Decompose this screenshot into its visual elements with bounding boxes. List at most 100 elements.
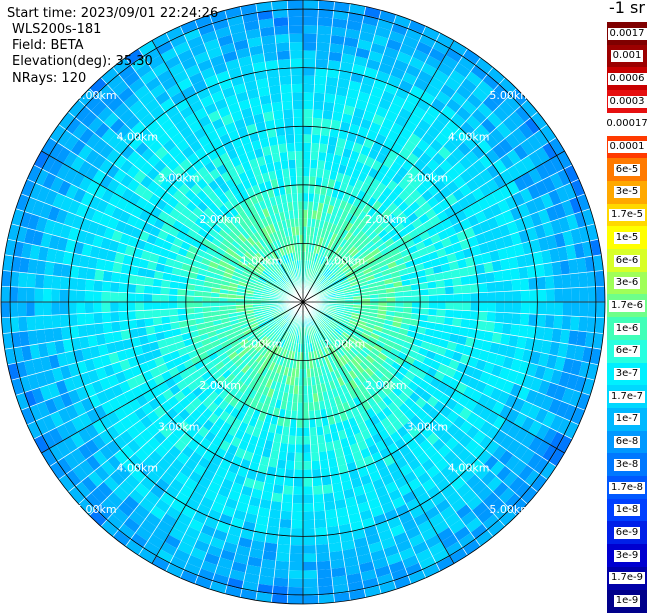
data-cell	[596, 286, 605, 302]
data-cell	[420, 302, 429, 309]
data-cell	[285, 134, 294, 143]
data-cell	[303, 151, 311, 160]
data-cell	[161, 287, 170, 295]
data-cell	[321, 476, 331, 486]
data-cell	[296, 419, 303, 428]
data-cell	[477, 273, 487, 283]
data-cell	[298, 201, 303, 210]
data-cell	[329, 43, 343, 53]
data-cell	[43, 315, 52, 329]
data-cell	[144, 285, 153, 294]
data-cell	[288, 578, 303, 587]
data-cell	[283, 109, 294, 118]
data-cell	[288, 435, 296, 444]
data-cell	[52, 315, 61, 329]
data-cell	[571, 288, 580, 302]
data-cell	[186, 296, 195, 302]
data-cell	[284, 477, 294, 486]
data-cell	[504, 302, 513, 313]
data-cell	[485, 272, 495, 283]
data-cell	[269, 509, 281, 519]
data-cell	[119, 320, 129, 330]
data-cell	[395, 302, 404, 307]
data-cell	[521, 302, 530, 314]
data-cell	[291, 67, 303, 76]
data-cell	[303, 59, 316, 68]
data-cell	[325, 85, 337, 95]
data-cell	[303, 42, 317, 51]
data-cell	[53, 327, 63, 341]
data-cell	[404, 296, 413, 302]
colorbar-tick-label: 6e-6	[614, 255, 641, 267]
data-cell	[317, 577, 332, 587]
data-cell	[275, 561, 289, 570]
data-cell	[387, 297, 396, 302]
data-cell	[135, 284, 144, 293]
data-cell	[328, 52, 342, 62]
data-cell	[478, 311, 487, 321]
data-cell	[436, 287, 445, 295]
colorbar-tick-label: 3e-6	[614, 277, 641, 289]
data-cell	[161, 309, 170, 317]
data-cell	[325, 509, 337, 519]
data-cell	[303, 185, 309, 194]
data-cell	[303, 545, 316, 554]
colorbar-tick-label: 3e-8	[614, 459, 641, 471]
ring-label: 1.00km	[241, 255, 283, 268]
data-cell	[314, 511, 326, 520]
data-cell	[518, 267, 528, 280]
data-cell	[303, 210, 308, 219]
data-cell	[35, 288, 44, 302]
data-cell	[268, 77, 281, 87]
nrays-label: NRays: 120	[12, 71, 86, 87]
data-cell	[273, 577, 288, 587]
data-cell	[404, 302, 413, 308]
data-cell	[194, 296, 203, 302]
data-cell	[287, 595, 303, 604]
data-cell	[487, 282, 496, 293]
colorbar-tick-label: 0.0017	[608, 28, 647, 40]
data-cell	[546, 289, 555, 302]
data-cell	[420, 295, 429, 302]
data-cell	[296, 436, 303, 445]
data-cell	[273, 17, 288, 27]
data-cell	[103, 271, 113, 282]
data-cell	[518, 325, 528, 338]
data-cell	[110, 312, 119, 323]
data-cell	[538, 289, 547, 302]
start-time-label: Start time: 2023/09/01 22:24:26	[7, 6, 218, 22]
data-cell	[445, 302, 454, 310]
data-cell	[152, 294, 161, 302]
data-cell	[453, 285, 462, 294]
data-cell	[321, 118, 331, 128]
data-cell	[310, 151, 318, 160]
data-cell	[265, 60, 279, 70]
data-cell	[135, 293, 144, 302]
data-cell	[314, 93, 325, 102]
data-cell	[303, 428, 310, 437]
colorbar-tick-label: 0.00017	[604, 118, 647, 130]
ring-label: 3.00km	[406, 420, 448, 433]
data-cell	[294, 134, 303, 143]
data-cell	[280, 511, 292, 520]
data-cell	[274, 118, 284, 128]
data-cell	[280, 84, 292, 93]
ring-label: 4.00km	[116, 462, 158, 475]
data-cell	[428, 309, 437, 316]
colorbar-tick-label: 1e-5	[614, 232, 641, 244]
data-cell	[562, 316, 571, 330]
data-cell	[292, 92, 303, 101]
data-cell	[310, 168, 317, 177]
colorbar-tick-label: 1.7e-6	[609, 300, 645, 312]
colorbar-tick-label: 1e-9	[614, 595, 641, 607]
colorbar-tick-label: 6e-8	[614, 436, 641, 448]
data-cell	[292, 495, 303, 504]
data-cell	[287, 0, 303, 9]
data-cell	[303, 168, 310, 177]
data-cell	[270, 501, 282, 511]
data-cell	[315, 536, 328, 545]
field-label: Field: BETA	[12, 38, 83, 54]
colorbar-swatch: 0.00017	[607, 113, 647, 136]
data-cell	[61, 264, 71, 278]
